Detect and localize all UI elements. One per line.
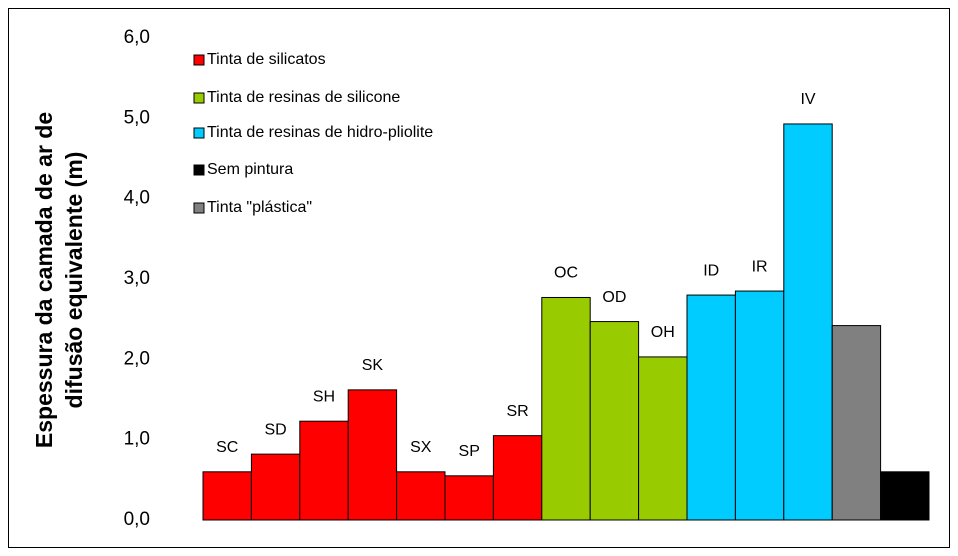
legend-label: Tinta "plástica" (207, 199, 312, 216)
bar (734, 290, 785, 521)
y-tick-label: 5,0 (124, 107, 150, 128)
bar-label: SX (410, 439, 432, 456)
bar (638, 356, 688, 521)
bar-label: SK (362, 357, 384, 374)
bar (783, 123, 833, 521)
bar-label: SH (313, 388, 335, 405)
legend-label: Tinta de resinas de hidro-pliolite (207, 124, 433, 141)
bar-label: IR (752, 258, 768, 275)
bar-label: SR (506, 403, 528, 420)
bar-label: SD (264, 421, 286, 438)
bar-label: SC (216, 439, 238, 456)
y-tick-label: 3,0 (124, 268, 150, 289)
legend-swatch (193, 127, 205, 139)
bar (396, 471, 446, 521)
bar (686, 294, 736, 521)
bar-label: IV (800, 91, 815, 108)
legend-swatch (193, 92, 205, 104)
y-tick-label: 0,0 (124, 509, 150, 530)
y-tick-label: 4,0 (124, 188, 150, 209)
y-axis-label: Espessura da camada de ar de (31, 112, 57, 448)
y-tick-label: 6,0 (124, 27, 150, 48)
y-tick-label: 2,0 (124, 348, 150, 369)
bar-label: OD (602, 289, 626, 306)
bar (347, 389, 398, 521)
bar (831, 325, 882, 521)
bar (250, 453, 301, 521)
bar (541, 296, 591, 521)
bar-label: OC (554, 265, 578, 282)
y-axis-label: difusão equivalente (m) (61, 152, 87, 409)
bar-label: OH (651, 324, 675, 341)
bar (492, 435, 543, 521)
legend-swatch (193, 54, 205, 66)
bar (880, 471, 930, 521)
bar-label: ID (703, 262, 719, 279)
y-tick-label: 1,0 (124, 429, 150, 450)
bar-label: SP (459, 443, 480, 460)
bar (202, 471, 252, 521)
legend-swatch (193, 164, 205, 176)
bar (299, 420, 349, 521)
bar (444, 475, 494, 521)
legend-label: Tinta de silicatos (207, 51, 326, 68)
legend-swatch (193, 202, 205, 214)
legend-label: Sem pintura (207, 161, 293, 178)
legend-label: Tinta de resinas de silicone (207, 89, 400, 106)
bar (589, 321, 640, 521)
